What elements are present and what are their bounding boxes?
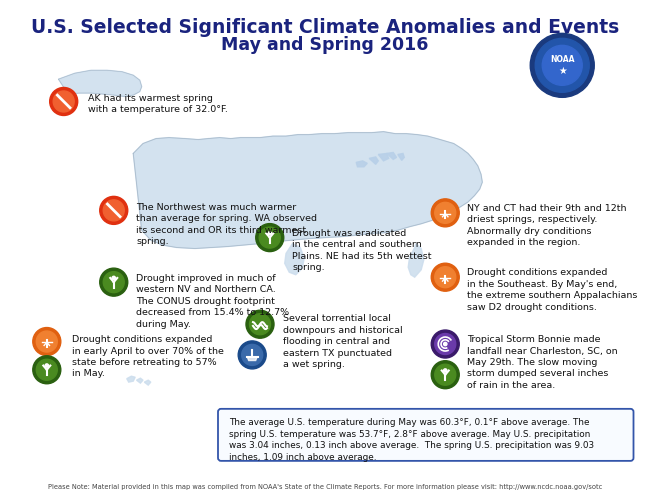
Polygon shape: [136, 378, 143, 383]
Polygon shape: [285, 244, 304, 275]
Circle shape: [535, 38, 590, 93]
Circle shape: [238, 341, 266, 369]
Circle shape: [431, 330, 460, 358]
Circle shape: [32, 328, 61, 355]
Circle shape: [99, 268, 128, 296]
Circle shape: [36, 359, 57, 380]
Circle shape: [431, 263, 460, 291]
Text: Tropical Storm Bonnie made
landfall near Charleston, SC, on
May 29th. The slow m: Tropical Storm Bonnie made landfall near…: [467, 335, 618, 390]
Circle shape: [435, 364, 456, 385]
Text: Drought was eradicated
in the central and southern
Plains. NE had its 5th wettes: Drought was eradicated in the central an…: [292, 229, 432, 272]
Circle shape: [103, 272, 124, 293]
Circle shape: [431, 199, 460, 227]
FancyBboxPatch shape: [218, 409, 634, 461]
Circle shape: [45, 364, 49, 367]
Circle shape: [443, 343, 447, 346]
Circle shape: [32, 356, 61, 384]
Polygon shape: [356, 161, 367, 167]
Circle shape: [103, 200, 124, 221]
Text: Drought conditions expanded
in the Southeast. By May's end,
the extreme southern: Drought conditions expanded in the South…: [467, 268, 637, 312]
Circle shape: [435, 202, 456, 223]
Text: U.S. Selected Significant Climate Anomalies and Events: U.S. Selected Significant Climate Anomal…: [31, 18, 619, 37]
Text: NY and CT had their 9th and 12th
driest springs, respectively.
Abnormally dry co: NY and CT had their 9th and 12th driest …: [467, 204, 626, 248]
Polygon shape: [247, 357, 257, 360]
Circle shape: [542, 46, 582, 85]
Polygon shape: [408, 244, 424, 277]
Polygon shape: [378, 153, 389, 161]
Circle shape: [530, 33, 594, 98]
Text: Several torrential local
downpours and historical
flooding in central and
easter: Several torrential local downpours and h…: [283, 314, 402, 369]
Circle shape: [99, 197, 128, 224]
Text: Drought conditions expanded
in early April to over 70% of the
state before retre: Drought conditions expanded in early Apr…: [72, 335, 224, 379]
Polygon shape: [144, 380, 151, 385]
Text: The average U.S. temperature during May was 60.3°F, 0.1°F above average. The
spr: The average U.S. temperature during May …: [229, 418, 594, 462]
Polygon shape: [398, 153, 404, 160]
Circle shape: [443, 369, 447, 372]
Text: AK had its warmest spring
with a temperature of 32.0°F.: AK had its warmest spring with a tempera…: [88, 94, 227, 114]
Text: Please Note: Material provided in this map was compiled from NOAA's State of the: Please Note: Material provided in this m…: [48, 484, 602, 490]
Text: The Northwest was much warmer
than average for spring. WA observed
its second an: The Northwest was much warmer than avera…: [136, 203, 317, 247]
Circle shape: [53, 91, 74, 112]
Text: May and Spring 2016: May and Spring 2016: [221, 36, 429, 53]
Text: Drought improved in much of
western NV and Northern CA.
The CONUS drought footpr: Drought improved in much of western NV a…: [136, 274, 290, 329]
Circle shape: [36, 331, 57, 352]
Circle shape: [259, 227, 280, 248]
Circle shape: [255, 224, 284, 251]
Text: ★: ★: [558, 66, 567, 76]
Circle shape: [268, 232, 272, 235]
Text: NOAA: NOAA: [550, 55, 575, 64]
Polygon shape: [58, 70, 142, 97]
Circle shape: [49, 88, 78, 115]
Circle shape: [435, 267, 456, 288]
Circle shape: [242, 345, 263, 365]
Circle shape: [435, 334, 456, 354]
Circle shape: [250, 314, 270, 335]
Circle shape: [431, 361, 460, 389]
Polygon shape: [387, 152, 396, 159]
Circle shape: [246, 310, 274, 338]
Polygon shape: [369, 157, 378, 164]
Circle shape: [112, 276, 116, 280]
Polygon shape: [133, 132, 482, 248]
Polygon shape: [127, 376, 135, 382]
